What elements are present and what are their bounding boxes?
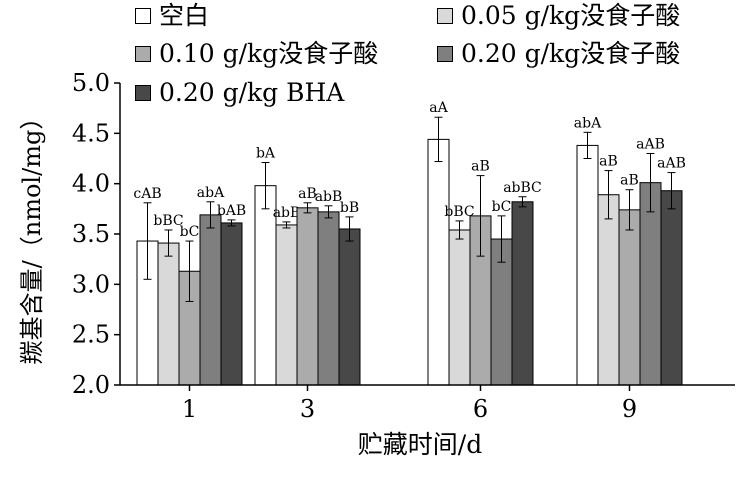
x-axis-title: 贮藏时间/d [358,430,482,459]
bar-s2-day9 [618,209,641,386]
y-tick-label-3: 3.5 [72,220,110,248]
legend-item-gallic-005: 0.05 g/kg没食子酸 [437,2,680,30]
x-tick-label-1: 1 [182,395,197,423]
sig-label-s0-day9: abA [574,115,602,131]
bar-s4-day3 [338,228,361,386]
legend-item-bha: 0.20 g/kg BHA [135,79,344,107]
y-tick-label-4: 4.0 [72,170,110,198]
y-tick-label-2: 3.0 [72,270,110,298]
bar-s3-day9 [639,182,662,386]
x-tick-label-3: 3 [300,395,315,423]
bar-s2-day3 [296,207,319,386]
sig-label-s3-day9: aAB [636,136,665,152]
sig-label-s1-day6: bBC [444,204,474,220]
bar-s1-day6 [448,229,471,386]
bar-s3-day3 [317,211,340,386]
sig-label-s1-day9: aB [599,154,618,170]
bar-s4-day6 [511,201,534,386]
sig-label-s4-day1: bAB [217,203,246,219]
y-axis-title: 羰基含量/（nmol/mg） [18,106,46,365]
legend-label-blank: 空白 [159,1,210,30]
bar-s4-day9 [660,190,683,386]
sig-label-s3-day1: abA [197,185,225,201]
legend-label-gallic-010: 0.10 g/kg没食子酸 [159,39,379,68]
y-tick-label-6: 5.0 [72,69,110,97]
sig-label-s3-day3: abB [315,189,343,205]
legend-label-gallic-005: 0.05 g/kg没食子酸 [461,1,681,30]
sig-label-s1-day3: abB [273,205,301,221]
legend-swatch-gallic-010 [135,46,151,62]
sig-label-s4-day9: aAB [657,156,686,172]
legend-swatch-gallic-020 [437,46,453,62]
sig-label-s2-day6: aB [471,159,490,175]
legend-swatch-gallic-005 [437,8,453,24]
sig-label-s4-day3: bB [340,200,359,216]
y-tick-label-1: 2.5 [72,321,110,349]
bar-s1-day1 [157,242,180,386]
legend-label-bha: 0.20 g/kg BHA [159,78,345,107]
x-tick-label-9: 9 [622,395,637,423]
legend-label-gallic-020: 0.20 g/kg没食子酸 [461,39,681,68]
sig-label-s4-day6: abBC [503,180,542,196]
sig-label-s0-day6: aA [429,100,448,116]
legend: 空白 0.05 g/kg没食子酸 0.10 g/kg没食子酸 0.20 g/kg… [135,2,745,112]
bar-s0-day9 [576,144,599,386]
sig-label-s1-day1: bBC [153,213,183,229]
sig-label-s3-day6: bC [492,199,512,215]
sig-label-s0-day1: cAB [133,186,161,202]
sig-label-s2-day9: aB [620,173,639,189]
bar-s4-day1 [220,222,243,386]
bar-s0-day6 [427,138,450,386]
axes-layer: 2.0 2.5 3.0 3.5 4.0 4.5 5.0 1 3 6 9 [72,69,735,423]
legend-item-blank: 空白 [135,2,209,30]
sig-label-s2-day1: bC [180,224,200,240]
legend-item-gallic-020: 0.20 g/kg没食子酸 [437,40,680,68]
legend-item-gallic-010: 0.10 g/kg没食子酸 [135,40,378,68]
bar-s1-day9 [597,194,620,386]
bar-s1-day3 [275,224,298,386]
legend-swatch-blank [135,8,151,24]
x-tick-label-6: 6 [473,395,488,423]
y-tick-label-0: 2.0 [72,371,110,399]
sig-label-s0-day3: bA [256,146,276,162]
bar-s3-day1 [199,214,222,386]
y-tick-label-5: 4.5 [72,119,110,147]
legend-swatch-bha [135,85,151,101]
sig-label-s2-day3: aB [298,186,317,202]
